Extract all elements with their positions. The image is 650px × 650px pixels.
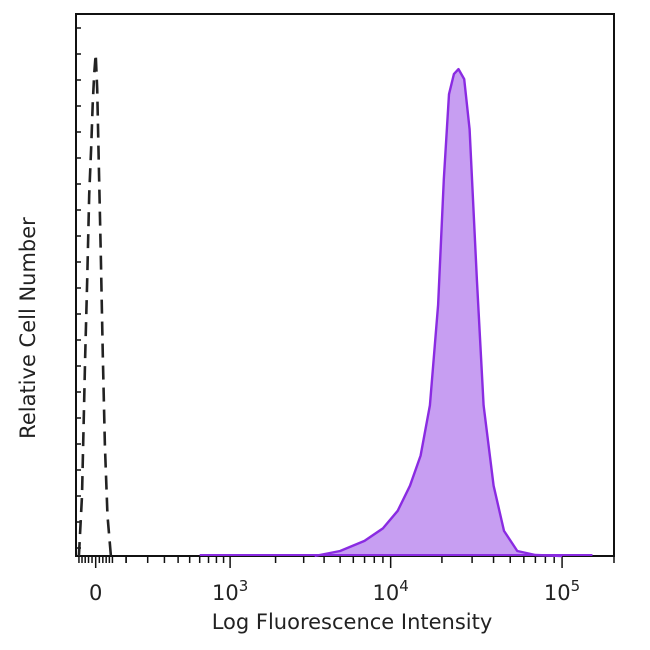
series-1-line — [314, 67, 563, 558]
series-0-line — [77, 52, 113, 557]
x-tick-labels: 0 103 104 105 — [89, 577, 580, 605]
x-axis-label: Log Fluorescence Intensity — [212, 610, 493, 634]
y-axis-label: Relative Cell Number — [16, 217, 40, 439]
x-tick-label-exponent-2: 4 — [399, 577, 409, 595]
x-tick-label-1: 103 — [212, 577, 248, 605]
x-tick-label-exponent-1: 3 — [239, 577, 249, 595]
x-axis-ticks — [78, 556, 615, 568]
plot-frame — [75, 13, 615, 557]
x-tick-label-3: 105 — [544, 577, 580, 605]
x-tick-label-0: 0 — [89, 581, 102, 605]
x-tick-label-exponent-3: 5 — [571, 577, 581, 595]
series-layer — [77, 52, 593, 558]
x-tick-label-2: 104 — [373, 577, 409, 605]
y-axis-ticks — [76, 27, 81, 549]
